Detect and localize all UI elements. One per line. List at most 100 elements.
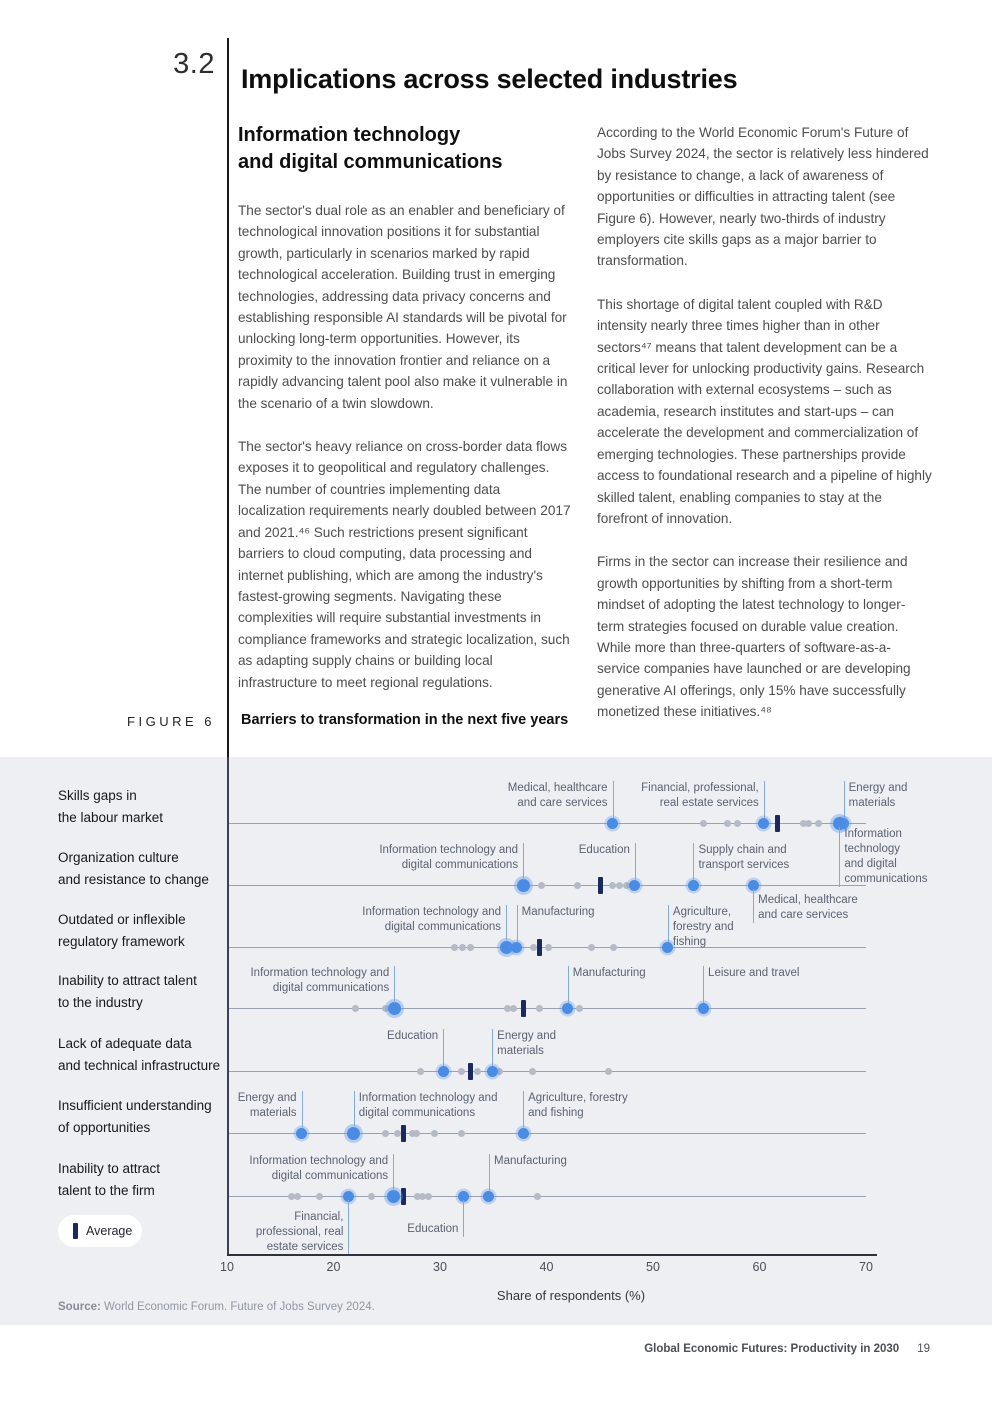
category-label: Organization culture and resistance to c… xyxy=(58,850,209,887)
other-industry-dot xyxy=(604,1067,612,1075)
callout-label: Information technology and digital commu… xyxy=(362,906,502,933)
callout-label: Supply chain and transport services xyxy=(698,844,790,871)
other-industry-dot xyxy=(610,943,618,951)
row-baseline xyxy=(227,1133,866,1134)
callout-leader-line xyxy=(523,843,525,880)
industry-dot xyxy=(511,941,523,953)
other-industry-dot xyxy=(288,1192,296,1200)
callout-label: Manufacturing xyxy=(572,967,646,979)
article-heading: Information technology and digital commu… xyxy=(238,124,503,173)
page-title: Implications across selected industries xyxy=(241,64,738,95)
x-tick-label: 30 xyxy=(433,1260,447,1274)
average-marker xyxy=(536,938,542,956)
other-industry-dot xyxy=(545,943,553,951)
industry-dot xyxy=(607,817,619,829)
callout-label: Financial, professional, real estate ser… xyxy=(255,1211,344,1253)
legend-average: Average xyxy=(58,1215,142,1247)
category-label: Inability to attract talent to the indus… xyxy=(58,973,197,1010)
row-baseline xyxy=(227,823,866,824)
industry-dot xyxy=(687,879,699,891)
section-number: 3.2 xyxy=(173,48,215,80)
callout-leader-line xyxy=(353,1091,355,1128)
callout-label: Education xyxy=(387,1030,439,1042)
average-marker xyxy=(401,1124,407,1142)
article-paragraph: This shortage of digital talent coupled … xyxy=(597,296,932,526)
callout-leader-line xyxy=(703,966,705,1003)
industry-dot xyxy=(437,1065,449,1077)
x-axis-line xyxy=(227,1254,877,1256)
industry-dot xyxy=(387,1001,401,1015)
row-baseline xyxy=(227,1071,866,1072)
callout-label: Agriculture, forestry and fishing xyxy=(672,906,734,948)
callout-leader-line xyxy=(488,1154,490,1191)
callout-label: Information technology and digital commu… xyxy=(379,844,519,871)
industry-dot xyxy=(483,1190,495,1202)
row-baseline xyxy=(227,885,866,886)
title-divider-rule xyxy=(227,38,229,757)
callout-leader-line xyxy=(393,1154,395,1191)
other-industry-dot xyxy=(534,1192,542,1200)
other-industry-dot xyxy=(509,1004,517,1012)
callout-leader-line xyxy=(516,905,518,942)
industry-dot xyxy=(486,1065,498,1077)
x-tick-label: 20 xyxy=(326,1260,341,1274)
industry-dot xyxy=(516,878,530,892)
industry-dot xyxy=(629,879,641,891)
other-industry-dot xyxy=(622,881,630,889)
callout-label: Medical, healthcare and care services xyxy=(507,782,608,809)
callout-leader-line xyxy=(667,905,669,942)
category-label: Lack of adequate data and technical infr… xyxy=(58,1036,221,1073)
callout-label: Information technology and digital commu… xyxy=(358,1092,498,1119)
other-industry-dot xyxy=(382,1129,390,1137)
other-industry-dot xyxy=(535,1004,543,1012)
average-marker xyxy=(775,814,781,832)
dot-plot-chart: Skills gaps in the labour market Medical,… xyxy=(0,757,992,1325)
callout-label: Manufacturing xyxy=(521,906,595,918)
average-marker xyxy=(520,999,526,1017)
callout-leader-line xyxy=(763,781,765,818)
callout-label: Information technology and digital commu… xyxy=(844,828,928,885)
callout-label: Agriculture, forestry and fishing xyxy=(528,1092,628,1119)
other-industry-dot xyxy=(537,881,545,889)
industry-dot xyxy=(662,941,674,953)
figure-title: Barriers to transformation in the next f… xyxy=(241,712,569,728)
callout-label: Education xyxy=(407,1223,459,1235)
article-paragraph: According to the World Economic Forum's … xyxy=(597,125,929,269)
article-paragraph: The sector's dual role as an enabler and… xyxy=(238,203,568,411)
other-industry-dot xyxy=(352,1004,360,1012)
callout-leader-line xyxy=(443,1029,445,1066)
other-industry-dot xyxy=(587,943,595,951)
industry-dot xyxy=(832,816,846,830)
other-industry-dot xyxy=(458,943,466,951)
other-industry-dot xyxy=(457,1067,465,1075)
other-industry-dot xyxy=(413,1129,421,1137)
other-industry-dot xyxy=(573,881,581,889)
category-label: Insufficient understanding of opportunit… xyxy=(58,1098,212,1135)
page-footer: Global Economic Futures: Productivity in… xyxy=(644,1343,930,1355)
x-tick-label: 50 xyxy=(646,1260,660,1274)
industry-dot xyxy=(562,1002,574,1014)
other-industry-dot xyxy=(431,1129,439,1137)
callout-leader-line xyxy=(612,781,614,818)
callout-leader-line xyxy=(634,843,636,880)
other-industry-dot xyxy=(616,881,624,889)
category-label: Outdated or inflexible regulatory framew… xyxy=(58,912,186,949)
other-industry-dot xyxy=(382,1004,390,1012)
industry-dot xyxy=(342,1190,354,1202)
other-industry-dot xyxy=(733,819,741,827)
callout-label: Medical, healthcare and care services xyxy=(758,894,858,921)
callout-label: Information technology and digital commu… xyxy=(249,1155,389,1182)
other-industry-dot xyxy=(503,1004,511,1012)
other-industry-dot xyxy=(457,1129,465,1137)
other-industry-dot xyxy=(699,819,707,827)
industry-dot xyxy=(296,1127,308,1139)
average-marker xyxy=(401,1187,407,1205)
other-industry-dot xyxy=(804,819,812,827)
category-label: Skills gaps in the labour market xyxy=(58,788,164,825)
other-industry-dot xyxy=(529,1067,537,1075)
x-tick-label: 70 xyxy=(859,1260,873,1274)
other-industry-dot xyxy=(417,1067,425,1075)
industry-dot xyxy=(347,1126,361,1140)
industry-dot xyxy=(386,1189,400,1203)
other-industry-dot xyxy=(424,1192,432,1200)
